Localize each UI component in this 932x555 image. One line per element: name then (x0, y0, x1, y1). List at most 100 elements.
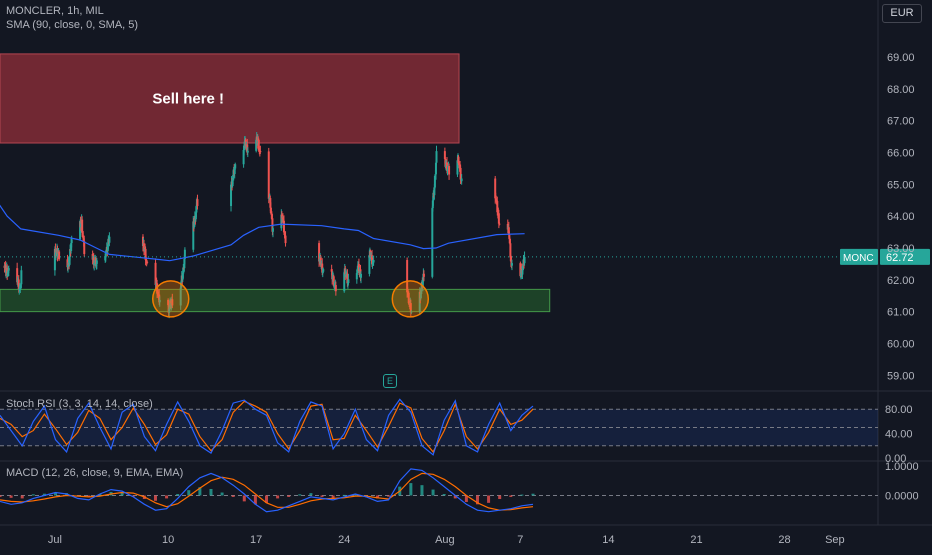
candle-body (231, 180, 234, 187)
candle-body (158, 299, 161, 303)
time-tick-label: 24 (338, 534, 350, 546)
candle-body (359, 269, 362, 278)
price-tick-label: 59.00 (887, 370, 915, 382)
candle-body (283, 232, 286, 234)
last-label-box (840, 248, 878, 265)
candle-body (80, 223, 83, 228)
stoch-tick-label: 0.00 (885, 453, 906, 465)
candle-body (245, 146, 248, 148)
macd-histogram-bar (498, 495, 502, 500)
candle-body (318, 258, 321, 262)
price-tick-label: 65.00 (887, 179, 915, 191)
candle-body (243, 145, 246, 150)
candle-body (331, 276, 334, 280)
time-tick-label: 21 (690, 534, 702, 546)
candle-body (284, 235, 287, 244)
macd-histogram-bar (376, 495, 380, 499)
candle-body (93, 260, 96, 263)
candle-body (457, 156, 460, 164)
price-tick-label: 66.00 (887, 148, 915, 160)
candle-body (431, 200, 434, 209)
candle-body (95, 263, 98, 267)
candle-body (448, 166, 451, 175)
time-tick-label: 28 (778, 534, 790, 546)
candle-body (280, 214, 283, 229)
candle-body (521, 265, 524, 271)
candle-body (58, 251, 61, 260)
candle-body (143, 243, 146, 251)
candle-body (456, 160, 459, 175)
macd-histogram-bar (198, 487, 202, 496)
candle-body (16, 279, 19, 283)
candle-body (94, 258, 97, 267)
stoch-tick-label: 40.00 (885, 429, 913, 441)
candle-body (179, 287, 182, 306)
candle-body (92, 257, 95, 266)
candle-body (246, 150, 249, 153)
macd-histogram-bar (0, 495, 2, 497)
macd-histogram-bar (265, 495, 268, 503)
macd-histogram-bar (453, 495, 457, 499)
candle-body (431, 208, 434, 277)
candle-body (168, 308, 171, 313)
candle-body (433, 175, 436, 188)
candle-body (410, 311, 413, 313)
candle-body (419, 293, 422, 298)
stoch-k-line (0, 398, 534, 456)
macd-histogram-bar (320, 495, 324, 497)
candle-body (53, 248, 56, 271)
candle-body (357, 264, 360, 273)
candle-body (321, 271, 324, 273)
candle-body (282, 219, 285, 221)
candle-body (356, 269, 359, 274)
macd-histogram-bar (420, 485, 424, 496)
candle-body (271, 228, 274, 232)
candle-body (82, 235, 85, 239)
time-tick-label: 7 (517, 534, 523, 546)
candle-body (269, 207, 272, 212)
last-price-text: 62.72 (886, 252, 914, 264)
candle-body (321, 263, 324, 273)
candle-body (93, 262, 96, 266)
candle-body (19, 288, 22, 290)
candle-body (406, 260, 409, 293)
candle-body (257, 140, 260, 151)
candle-body (334, 285, 337, 292)
candle-body (167, 299, 170, 306)
macd-histogram-bar (509, 495, 513, 497)
currency-button[interactable]: EUR (882, 4, 922, 23)
candle-body (104, 257, 107, 261)
candle-body (193, 222, 196, 227)
price-tick-label: 60.00 (887, 338, 915, 350)
candle-body (510, 263, 513, 266)
macd-histogram-bar (131, 495, 135, 497)
macd-histogram-bar (464, 495, 468, 502)
candle-body (497, 213, 500, 224)
candle-body (360, 273, 363, 278)
candle-body (498, 223, 501, 225)
symbol-title: MONCLER, 1h, MIL (6, 5, 104, 17)
candle-body (259, 151, 262, 153)
candle-body (281, 217, 284, 220)
macd-histogram-bar (153, 495, 157, 501)
candle-body (256, 139, 259, 144)
earnings-icon[interactable]: E (383, 374, 397, 388)
candle-body (330, 269, 333, 272)
candle-body (70, 239, 73, 244)
stoch-title: Stoch RSI (3, 3, 14, 14, close) (6, 398, 153, 410)
candle-body (418, 291, 421, 312)
candle-body (421, 279, 424, 286)
candle-body (82, 238, 85, 242)
candle-body (195, 205, 198, 213)
price-tick-label: 62.00 (887, 275, 915, 287)
candle-body (106, 244, 109, 251)
candle-body (432, 192, 435, 201)
candles-group (3, 132, 526, 319)
time-tick-label: 10 (162, 534, 174, 546)
macd-histogram-bar (531, 493, 535, 496)
sma-indicator-label[interactable]: SMA (90, close, 0, SMA, 5) (6, 19, 139, 31)
candle-body (319, 256, 322, 266)
macd-histogram-bar (242, 495, 246, 502)
